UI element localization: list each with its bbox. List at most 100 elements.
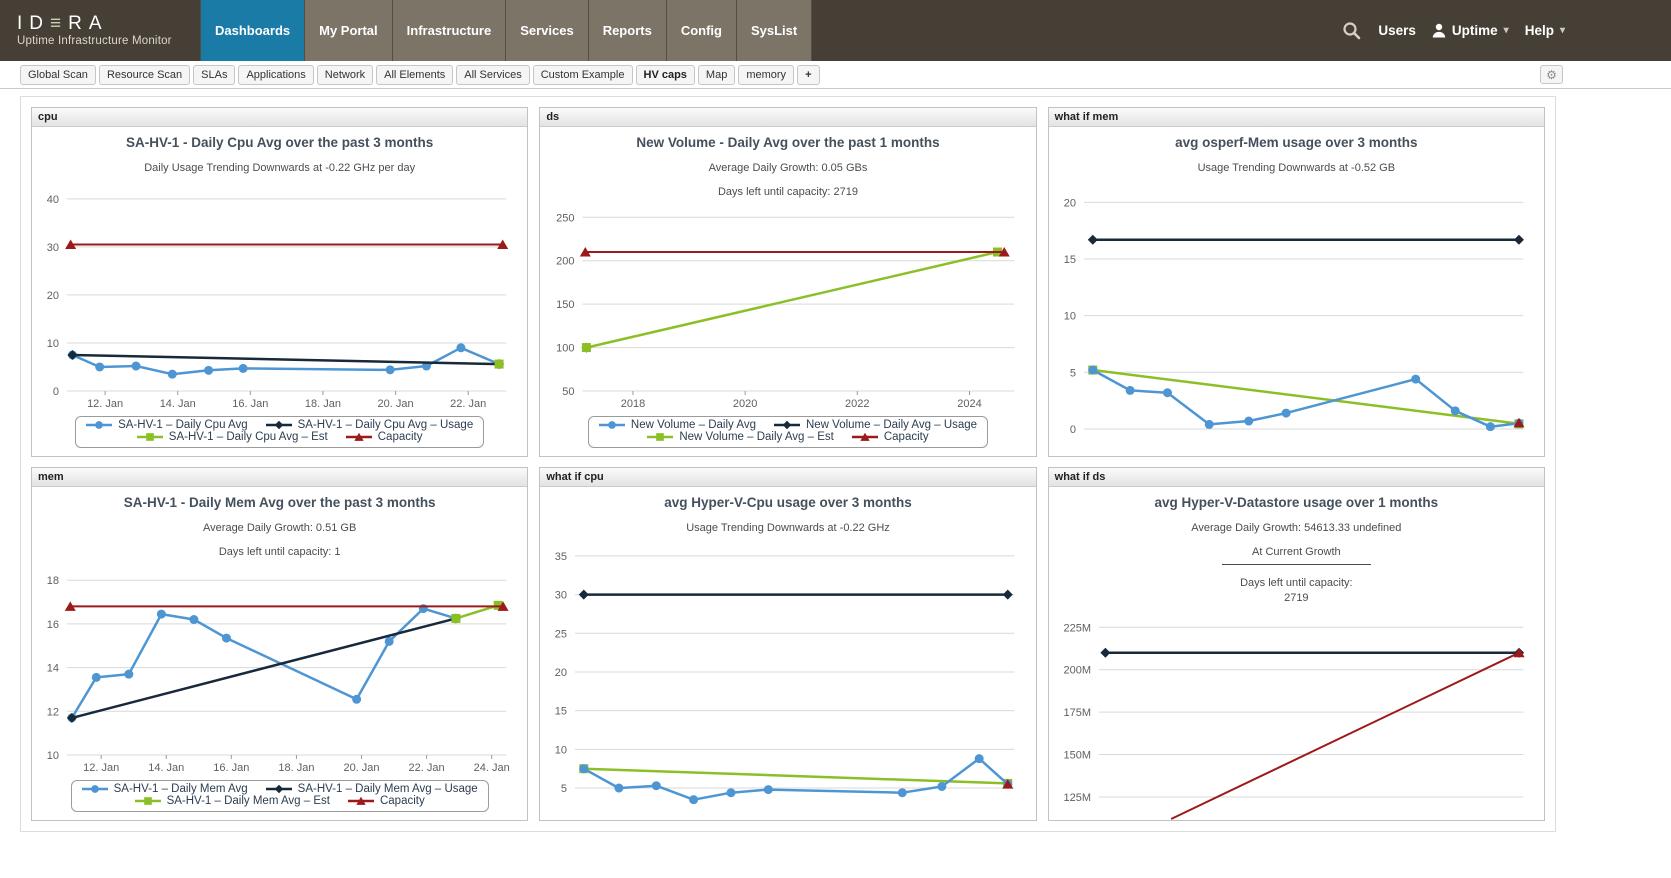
tab-global-scan[interactable]: Global Scan [20,65,96,85]
legend-label: Capacity [883,431,929,443]
nav-item-config[interactable]: Config [666,0,737,61]
chart-subtitle: Usage Trending Downwards at -0.22 GHz [686,522,890,534]
panel-ds: ds New Volume - Daily Avg over the past … [539,107,1037,457]
chart-subtitles: Average Daily Growth: 0.05 GBs Days left … [548,150,1027,198]
panel-cpu-header[interactable]: cpu [32,108,528,127]
tab-all-elements[interactable]: All Elements [376,65,454,85]
svg-text:35: 35 [555,551,567,563]
tab-applications[interactable]: Applications [238,65,314,85]
legend-item-est[interactable]: SA-HV-1 – Daily Cpu Avg – Est [136,431,328,443]
legend-item-avg[interactable]: New Volume – Daily Avg [598,419,756,431]
panel-what-if-cpu-body: avg Hyper-V-Cpu usage over 3 months Usag… [540,487,1035,820]
nav-item-my-portal[interactable]: My Portal [305,0,393,61]
svg-text:20: 20 [555,667,567,679]
legend-item-est[interactable]: SA-HV-1 – Daily Mem Avg – Est [134,795,330,807]
svg-text:15: 15 [1063,254,1075,266]
panel-cpu: cpu SA-HV-1 - Daily Cpu Avg over the pas… [31,107,529,457]
tab-map[interactable]: Map [697,65,736,85]
chart-subtitle: Days left until capacity: 2719 [717,186,858,198]
chart-subtitles: Average Daily Growth: 0.51 GB Days left u… [40,510,519,558]
legend-item-usage[interactable]: SA-HV-1 – Daily Cpu Avg – Usage [265,419,474,431]
chart-legend: SA-HV-1 – Daily Cpu Avg SA-HV-1 – Daily C… [75,416,485,448]
svg-text:200: 200 [556,256,574,268]
nav-item-reports[interactable]: Reports [588,0,667,61]
svg-text:12. Jan: 12. Jan [83,762,119,774]
search-icon[interactable] [1342,21,1362,41]
chart-subtitles: Usage Trending Downwards at -0.22 GHz [548,510,1027,534]
svg-text:100: 100 [556,343,574,355]
panel-what-if-mem-header[interactable]: what if mem [1048,108,1544,127]
dashboard-grid: cpu SA-HV-1 - Daily Cpu Avg over the pas… [20,96,1556,832]
legend-item-usage[interactable]: New Volume – Daily Avg – Usage [773,419,977,431]
gear-icon: ⚙ [1546,67,1557,82]
legend-item-capacity[interactable]: Capacity [347,795,425,807]
users-label: Users [1378,23,1416,38]
panel-title: what if ds [1054,471,1106,483]
svg-text:22. Jan: 22. Jan [409,762,445,774]
help-menu[interactable]: Help ▾ [1525,23,1565,38]
svg-text:2024: 2024 [958,398,982,410]
svg-text:200M: 200M [1063,665,1091,677]
chart-subtitles: Average Daily Growth: 54613.33 undefined… [1057,510,1536,604]
svg-text:25: 25 [555,628,567,640]
add-tab-button[interactable]: + [797,65,820,85]
tab-memory[interactable]: memory [738,65,795,85]
svg-text:125M: 125M [1063,792,1091,804]
panel-what-if-cpu-header[interactable]: what if cpu [540,468,1036,487]
logo-subtitle: Uptime Infrastructure Monitor [17,35,172,47]
tab-hv-caps[interactable]: HV caps [635,65,695,85]
panel-ds-header[interactable]: ds [540,108,1036,127]
legend-label: SA-HV-1 – Daily Cpu Avg – Est [168,431,328,443]
tab-all-services[interactable]: All Services [456,65,530,85]
svg-text:18: 18 [47,575,59,587]
svg-text:250: 250 [556,212,574,224]
svg-text:10: 10 [47,750,59,762]
chart-title: avg Hyper-V-Datastore usage over 1 month… [1154,495,1439,510]
nav-item-dashboards[interactable]: Dashboards [200,0,306,61]
legend-label: SA-HV-1 – Daily Mem Avg – Est [166,795,330,807]
nav-item-infrastructure[interactable]: Infrastructure [392,0,507,61]
chart-subtitle: At Current Growth [1222,546,1371,565]
svg-text:10: 10 [47,338,59,350]
dashboard-settings-button[interactable]: ⚙ [1540,65,1563,84]
panel-ds-body: New Volume - Daily Avg over the past 1 m… [540,127,1035,456]
panel-mem-header[interactable]: mem [32,468,528,487]
main-nav: Dashboards My Portal Infrastructure Service… [200,0,813,61]
chart-title: New Volume - Daily Avg over the past 1 m… [636,135,940,150]
legend-item-capacity[interactable]: Capacity [851,431,929,443]
nav-item-services[interactable]: Services [506,0,589,61]
tab-resource-scan[interactable]: Resource Scan [98,65,191,85]
tab-custom-example[interactable]: Custom Example [532,65,633,85]
tab-network[interactable]: Network [316,65,374,85]
tab-slas[interactable]: SLAs [193,65,236,85]
legend-item-capacity[interactable]: Capacity [345,431,423,443]
nav-item-syslist[interactable]: SysList [736,0,813,61]
legend-item-usage[interactable]: SA-HV-1 – Daily Mem Avg – Usage [265,783,478,795]
panel-title: mem [38,471,64,483]
svg-text:18. Jan: 18. Jan [278,762,314,774]
panel-what-if-ds: what if ds avg Hyper-V-Datastore usage o… [1047,467,1545,821]
svg-text:14. Jan: 14. Jan [160,398,196,410]
svg-text:14. Jan: 14. Jan [148,762,184,774]
chart-subtitle: Average Daily Growth: 0.51 GB [203,522,357,534]
legend-label: SA-HV-1 – Daily Cpu Avg – Usage [297,419,474,431]
svg-text:20. Jan: 20. Jan [343,762,379,774]
chart-title: SA-HV-1 - Daily Cpu Avg over the past 3 … [126,135,434,150]
svg-text:225M: 225M [1063,622,1091,634]
legend-label: Capacity [379,795,425,807]
chart-plot: 10 12 14 16 18 12. Jan 14. Jan 16. Jan 18. Jan 20… [47,575,510,774]
users-menu-item[interactable]: Users [1378,23,1416,38]
svg-text:18. Jan: 18. Jan [305,398,341,410]
svg-text:15: 15 [555,706,567,718]
svg-text:12. Jan: 12. Jan [87,398,123,410]
legend-item-avg[interactable]: SA-HV-1 – Daily Cpu Avg [86,419,248,431]
svg-text:0: 0 [53,386,59,398]
chart-title: SA-HV-1 - Daily Mem Avg over the past 3 … [123,495,436,510]
idera-logo: ID≡RA Uptime Infrastructure Monitor [0,0,200,61]
svg-text:2020: 2020 [733,398,757,410]
legend-item-est[interactable]: New Volume – Daily Avg – Est [647,431,834,443]
account-menu[interactable]: Uptime ▾ [1432,23,1509,38]
panel-what-if-ds-header[interactable]: what if ds [1048,468,1544,487]
panel-what-if-mem: what if mem avg osperf-Mem usage over 3 … [1047,107,1545,457]
legend-item-avg[interactable]: SA-HV-1 – Daily Mem Avg [81,783,248,795]
